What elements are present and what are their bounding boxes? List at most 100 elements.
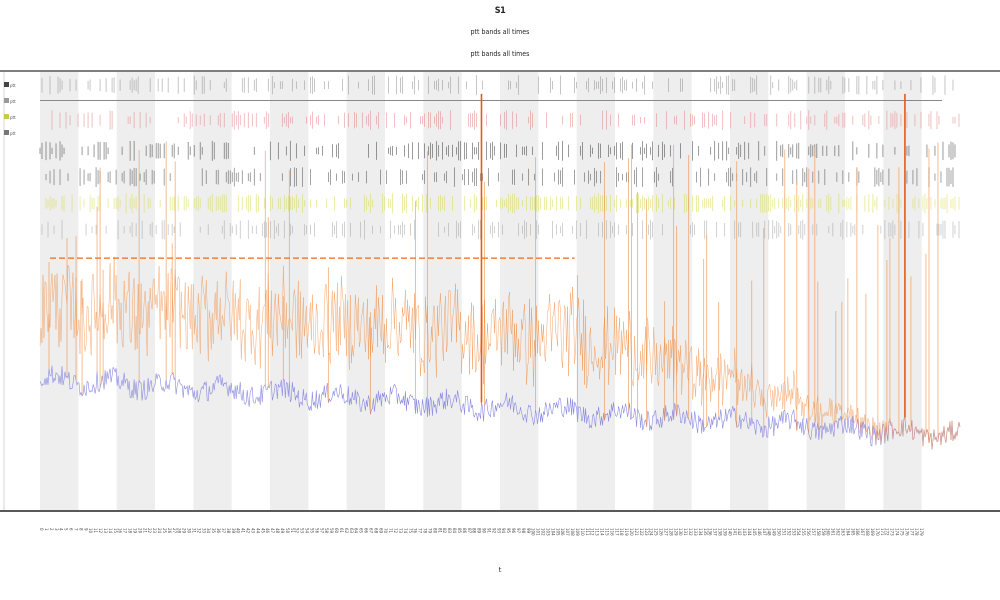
x-tick-label: 120 — [629, 528, 634, 536]
x-tick-label: 106 — [560, 528, 565, 536]
x-tick-label: 112 — [590, 528, 595, 536]
x-tick-label: 40 — [236, 528, 241, 534]
x-tick-label: 85 — [457, 528, 462, 534]
x-tick-label: 152 — [786, 528, 791, 536]
x-tick-label: 109 — [575, 528, 580, 536]
x-tick-label: 1 — [44, 528, 49, 531]
x-tick-label: 88 — [472, 528, 477, 534]
x-tick-label: 150 — [777, 528, 782, 536]
x-tick-label: 22 — [147, 528, 152, 534]
x-tick-label: 108 — [570, 528, 575, 536]
x-tick-label: 129 — [673, 528, 678, 536]
x-tick-label: 66 — [364, 528, 369, 534]
x-tick-label: 86 — [462, 528, 467, 534]
x-tick-label: 154 — [796, 528, 801, 536]
x-tick-label: 148 — [767, 528, 772, 536]
x-tick-label: 48 — [275, 528, 280, 534]
x-tick-label: 24 — [157, 528, 162, 534]
x-tick-label: 105 — [555, 528, 560, 536]
legend-label: ptt — [10, 115, 16, 120]
shaded-band — [883, 72, 922, 510]
x-tick-label: 161 — [831, 528, 836, 536]
x-tick-label: 115 — [604, 528, 609, 536]
x-tick-label: 103 — [545, 528, 550, 536]
x-tick-label: 173 — [890, 528, 895, 536]
legend-label: ptt — [10, 83, 16, 88]
x-tick-label: 113 — [595, 528, 600, 536]
x-tick-label: 123 — [644, 528, 649, 536]
x-tick-label: 157 — [811, 528, 816, 536]
x-tick-label: 158 — [816, 528, 821, 536]
x-tick-label: 12 — [98, 528, 103, 534]
x-tick-label: 111 — [585, 528, 590, 536]
x-tick-label: 110 — [580, 528, 585, 536]
x-tick-label: 174 — [895, 528, 900, 536]
legend-label: ptt — [10, 131, 16, 136]
x-tick-label: 147 — [762, 528, 767, 536]
x-tick-label: 93 — [496, 528, 501, 534]
x-tick-label: 101 — [536, 528, 541, 536]
x-tick-label: 133 — [693, 528, 698, 536]
x-tick-label: 33 — [201, 528, 206, 534]
marker-row — [39, 140, 956, 161]
x-tick-label: 171 — [880, 528, 885, 536]
x-tick-label: 23 — [152, 528, 157, 534]
x-tick-label: 6 — [69, 528, 74, 531]
marker-row — [45, 193, 960, 214]
x-tick-label: 122 — [639, 528, 644, 536]
x-tick-label: 80 — [432, 528, 437, 534]
x-tick-label: 172 — [885, 528, 890, 536]
x-tick-label: 73 — [398, 528, 403, 534]
x-tick-label: 74 — [403, 528, 408, 534]
x-tick-label: 45 — [260, 528, 265, 534]
chart-subtitle-2: ptt bands all times — [470, 50, 530, 58]
shaded-band — [193, 72, 232, 510]
shaded-band — [653, 72, 692, 510]
x-tick-label: 119 — [624, 528, 629, 536]
x-tick-label: 55 — [309, 528, 314, 534]
x-tick-label: 83 — [447, 528, 452, 534]
x-tick-label: 75 — [408, 528, 413, 534]
marker-row — [51, 110, 960, 131]
x-tick-label: 102 — [541, 528, 546, 536]
x-tick-label: 53 — [300, 528, 305, 534]
x-tick-label: 132 — [688, 528, 693, 536]
x-tick-label: 143 — [742, 528, 747, 536]
x-tick-label: 60 — [334, 528, 339, 534]
series-line — [39, 365, 961, 450]
x-tick-label: 163 — [840, 528, 845, 536]
x-tick-label: 164 — [845, 528, 850, 536]
x-tick-label: 42 — [246, 528, 251, 534]
x-tick-label: 121 — [634, 528, 639, 536]
x-tick-label: 29 — [182, 528, 187, 534]
x-tick-label: 155 — [801, 528, 806, 536]
x-tick-label: 11 — [93, 528, 98, 534]
x-tick-label: 67 — [368, 528, 373, 534]
x-tick-label: 15 — [113, 528, 118, 534]
x-tick-label: 58 — [324, 528, 329, 534]
x-tick-label: 10 — [88, 528, 93, 534]
x-tick-label: 62 — [344, 528, 349, 534]
x-tick-label: 100 — [531, 528, 536, 536]
x-tick-label: 79 — [427, 528, 432, 534]
x-tick-label: 2 — [49, 528, 54, 531]
x-tick-label: 8 — [78, 528, 83, 531]
x-axis-label: t — [498, 566, 502, 574]
x-tick-label: 27 — [172, 528, 177, 534]
x-tick-label: 17 — [123, 528, 128, 534]
series-lines — [39, 93, 961, 450]
x-tick-label: 98 — [521, 528, 526, 534]
x-tick-label: 149 — [772, 528, 777, 536]
x-tick-label: 90 — [482, 528, 487, 534]
x-tick-label: 139 — [722, 528, 727, 536]
x-tick-label: 135 — [703, 528, 708, 536]
x-tick-label: 151 — [781, 528, 786, 536]
x-tick-label: 137 — [713, 528, 718, 536]
x-tick-label: 159 — [821, 528, 826, 536]
x-tick-label: 34 — [206, 528, 211, 534]
x-tick-label: 116 — [609, 528, 614, 536]
series-line — [39, 256, 961, 450]
x-tick-label: 95 — [506, 528, 511, 534]
x-tick-label: 70 — [383, 528, 388, 534]
